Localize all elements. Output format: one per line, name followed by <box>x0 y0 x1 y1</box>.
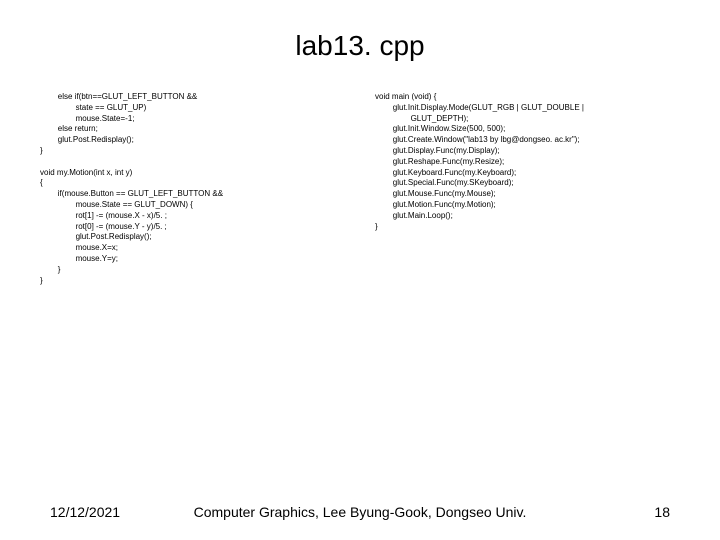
code-column-left: else if(btn==GLUT_LEFT_BUTTON && state =… <box>40 92 345 494</box>
slide-container: lab13. cpp else if(btn==GLUT_LEFT_BUTTON… <box>0 0 720 540</box>
slide-title: lab13. cpp <box>40 30 680 62</box>
footer-date: 12/12/2021 <box>50 504 120 520</box>
footer-page-number: 18 <box>654 504 670 520</box>
code-content: else if(btn==GLUT_LEFT_BUTTON && state =… <box>40 92 680 494</box>
code-column-right: void main (void) { glut.Init.Display.Mod… <box>375 92 680 494</box>
footer-center-text: Computer Graphics, Lee Byung-Gook, Dongs… <box>194 504 527 520</box>
slide-footer: 12/12/2021 Computer Graphics, Lee Byung-… <box>40 504 680 520</box>
